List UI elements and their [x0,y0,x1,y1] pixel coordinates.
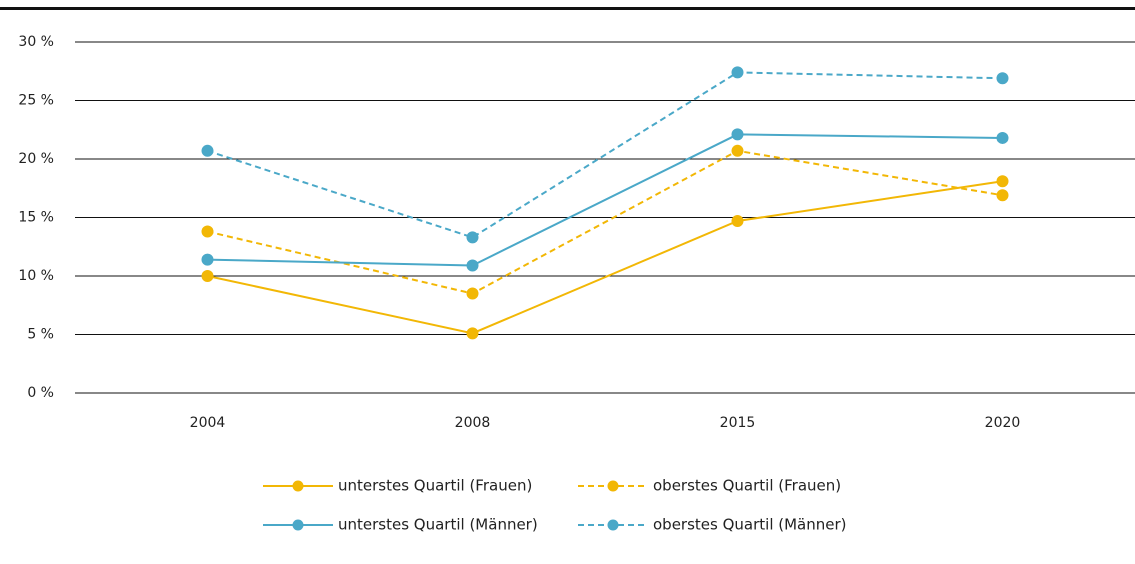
marker [466,327,479,340]
y-tick-label: 20 % [18,151,54,167]
x-tick-label: 2015 [720,415,756,431]
marker [996,72,1009,85]
marker [996,131,1009,144]
legend-label: unterstes Quartil (Frauen) [338,477,532,495]
y-tick-label: 15 % [18,210,54,226]
marker [201,225,214,238]
marker [731,215,744,228]
marker [466,231,479,244]
marker [201,253,214,266]
marker [996,175,1009,188]
legend-label: oberstes Quartil (Männer) [653,516,847,534]
y-tick-label: 30 % [18,34,54,50]
marker [466,287,479,300]
x-tick-label: 2008 [455,415,491,431]
legend-label: unterstes Quartil (Männer) [338,516,538,534]
marker [201,144,214,157]
series-line [207,149,1003,295]
marker [466,259,479,272]
legend-marker [607,519,619,531]
legend-marker [292,480,304,492]
legend-marker [292,519,304,531]
marker [731,128,744,141]
marker [996,189,1009,202]
marker [731,144,744,157]
x-tick-label: 2020 [985,415,1021,431]
series-line [207,71,1003,239]
top-rule [0,7,1135,10]
series-line [207,133,1003,267]
y-tick-label: 0 % [27,385,54,401]
y-tick-label: 25 % [18,93,54,109]
series-line [207,180,1003,335]
legend-marker [607,480,619,492]
y-tick-label: 5 % [27,327,54,343]
y-tick-label: 10 % [18,268,54,284]
legend-label: oberstes Quartil (Frauen) [653,477,841,495]
marker [731,66,744,79]
marker [201,270,214,282]
x-tick-label: 2004 [190,415,226,431]
